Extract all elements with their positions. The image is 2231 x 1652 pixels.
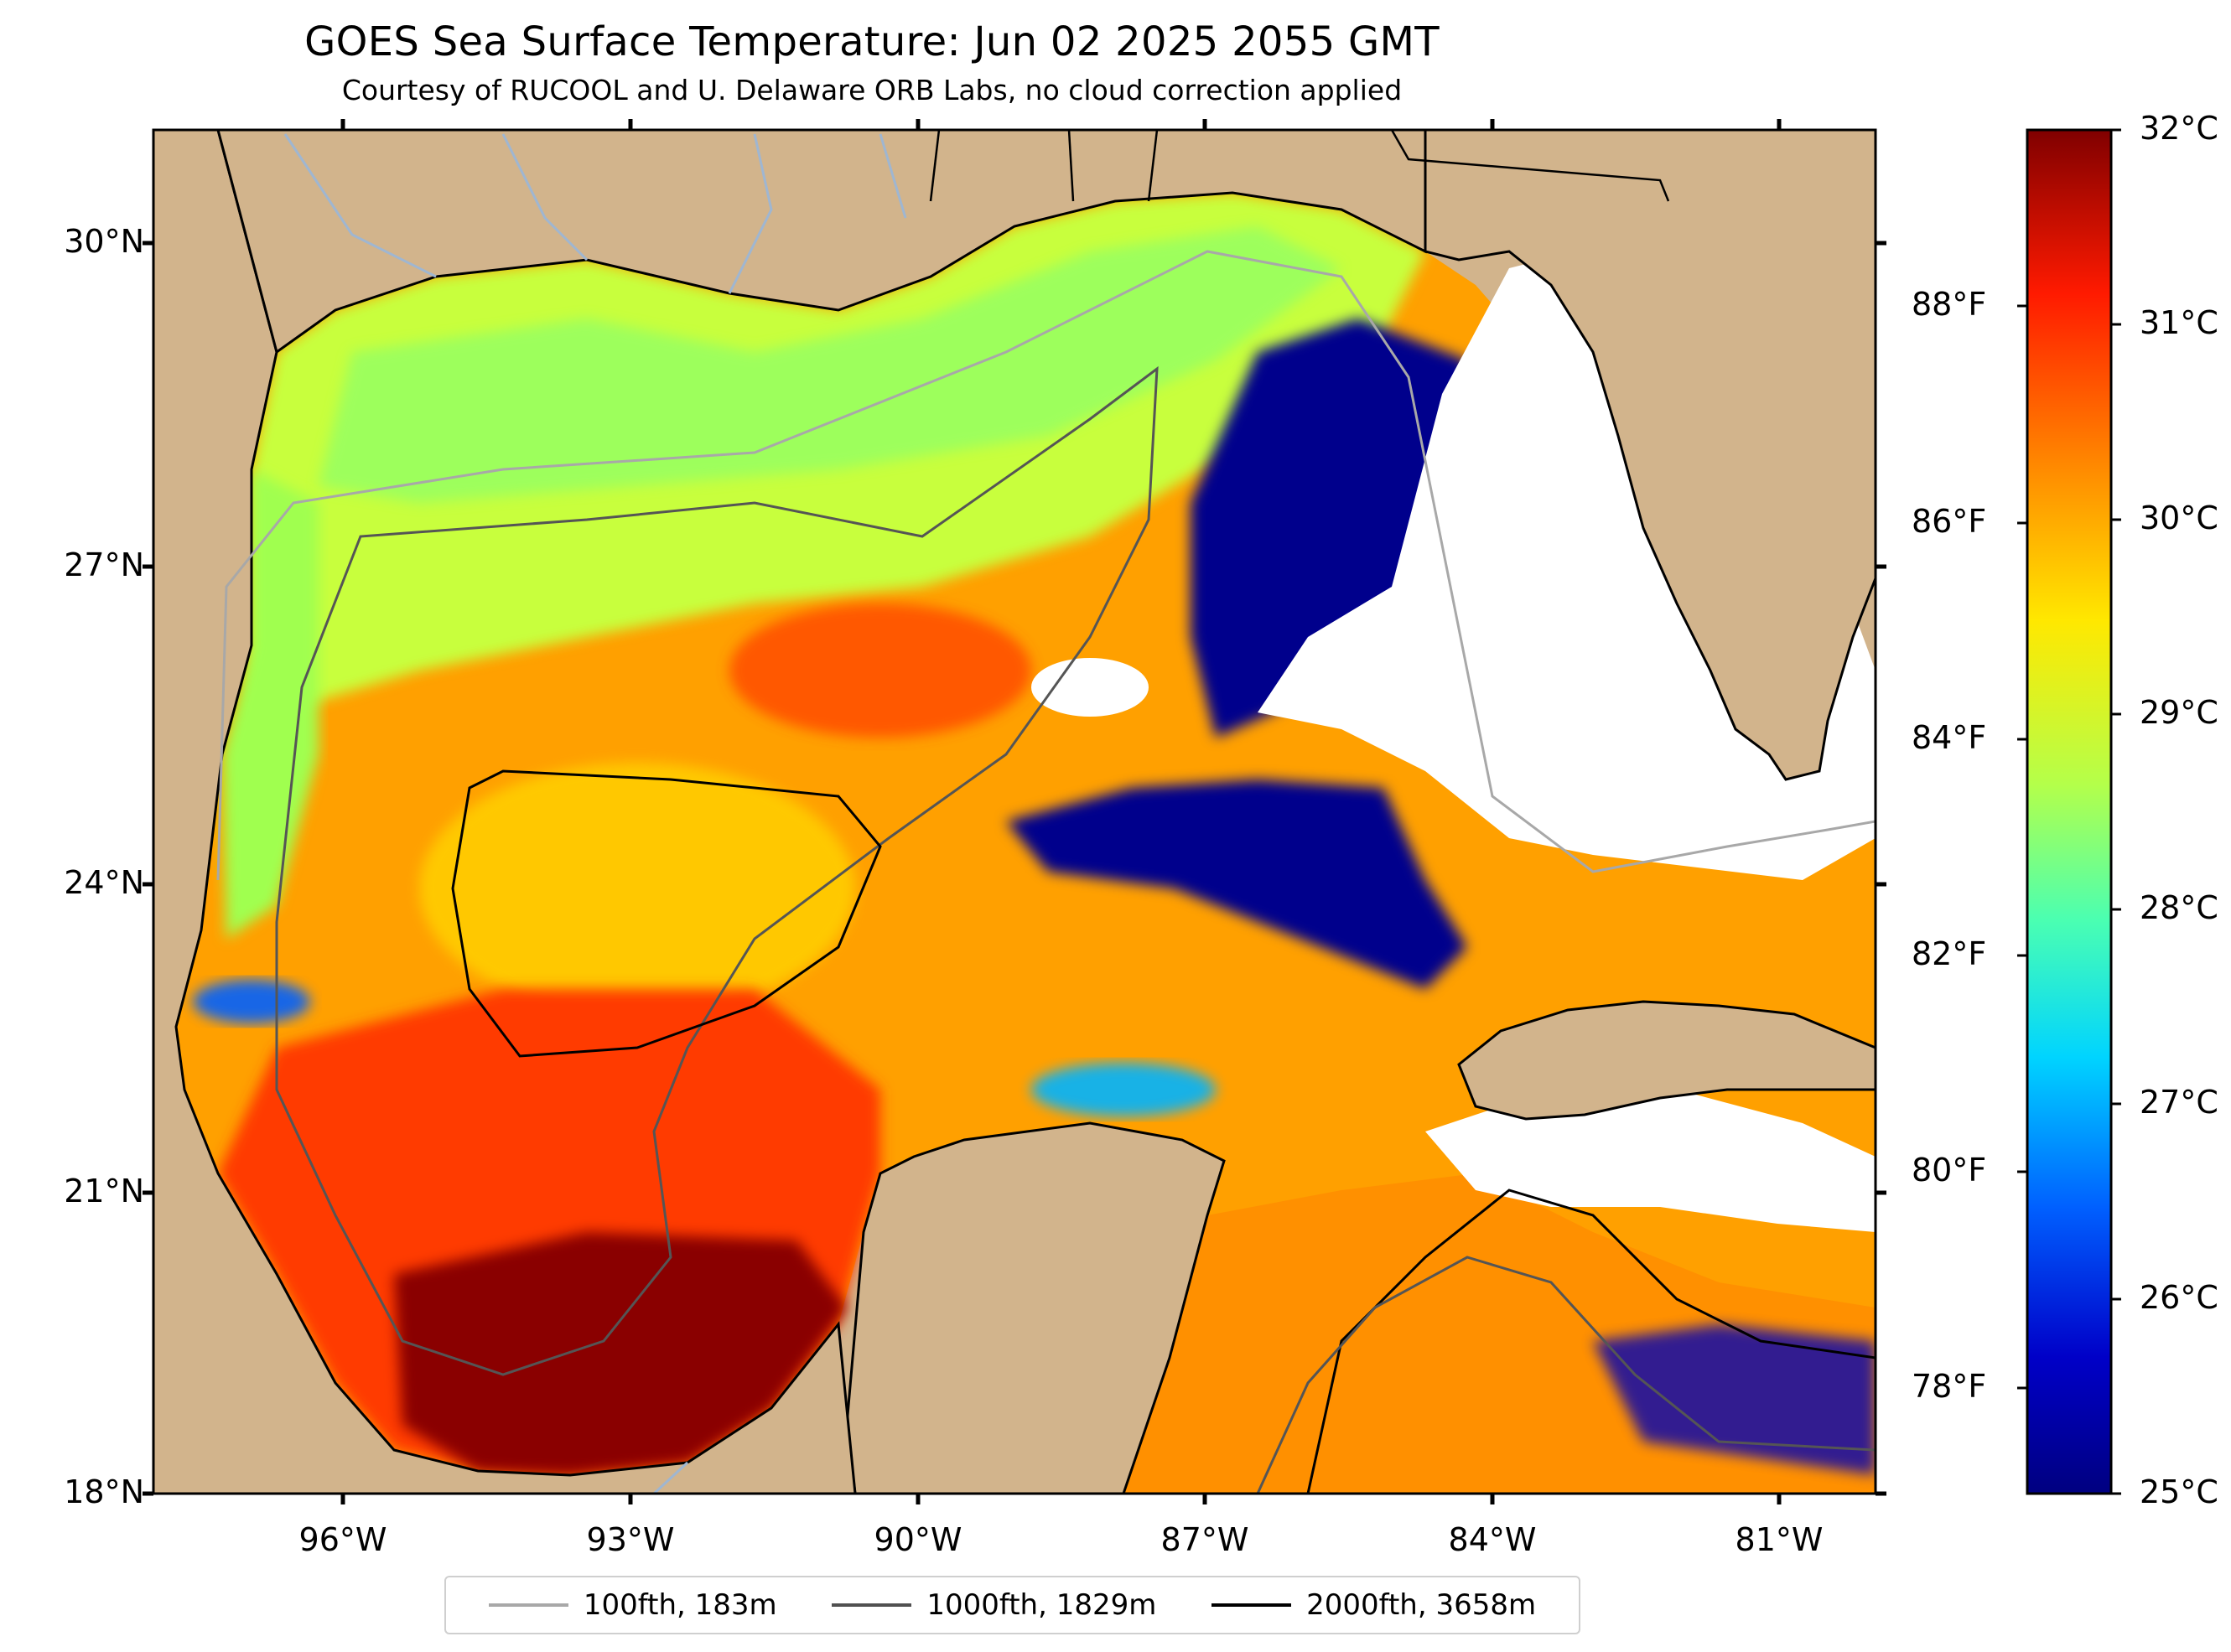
legend-item-100fth: 100fth, 183m: [488, 1588, 777, 1622]
legend-label-2000fth: 2000fth, 3658m: [1306, 1588, 1537, 1622]
lon-label-93w: 93°W: [586, 1521, 675, 1558]
c-label-29: 29°C: [2140, 694, 2218, 731]
lon-label-84w: 84°W: [1448, 1521, 1537, 1558]
legend-label-1000fth: 1000fth, 1829m: [926, 1588, 1157, 1622]
legend-line-100fth: [488, 1603, 568, 1607]
lon-label-90w: 90°W: [874, 1521, 962, 1558]
colorbar: [2026, 128, 2113, 1495]
legend-line-2000fth: [1211, 1603, 1292, 1607]
f-label-84: 84°F: [1912, 719, 1987, 756]
c-label-25: 25°C: [2140, 1473, 2218, 1510]
legend-item-1000fth: 1000fth, 1829m: [832, 1588, 1156, 1622]
lat-label-30n: 30°N: [64, 223, 144, 260]
us-coast-land: [153, 130, 1427, 355]
f-label-86: 86°F: [1912, 503, 1987, 540]
c-label-30: 30°C: [2140, 500, 2218, 536]
c-label-26: 26°C: [2140, 1279, 2218, 1316]
lat-label-18n: 18°N: [64, 1473, 144, 1510]
c-label-27: 27°C: [2140, 1084, 2218, 1121]
lon-label-96w: 96°W: [298, 1521, 387, 1558]
map-frame: [152, 128, 1877, 1495]
page-title: GOES Sea Surface Temperature: Jun 02 202…: [304, 18, 1440, 65]
lat-label-24n: 24°N: [64, 864, 144, 901]
legend-label-100fth: 100fth, 183m: [583, 1588, 777, 1622]
florida-land: [1424, 130, 1876, 781]
legend-line-1000fth: [832, 1603, 912, 1607]
lat-label-27n: 27°N: [64, 546, 144, 583]
f-label-80: 80°F: [1912, 1152, 1987, 1189]
lat-label-21n: 21°N: [64, 1173, 144, 1209]
c-label-31: 31°C: [2140, 304, 2218, 341]
f-label-82: 82°F: [1912, 935, 1987, 972]
lon-label-87w: 87°W: [1160, 1521, 1249, 1558]
legend-item-2000fth: 2000fth, 3658m: [1211, 1588, 1536, 1622]
lon-label-81w: 81°W: [1735, 1521, 1824, 1558]
mexico-land: [153, 130, 857, 1494]
cuba-land: [1457, 1000, 1876, 1121]
f-label-88: 88°F: [1912, 286, 1987, 323]
state-borders: [929, 130, 1670, 202]
f-label-78: 78°F: [1912, 1368, 1987, 1405]
colorbar-ticks: [2017, 128, 2121, 1495]
c-label-28: 28°C: [2140, 889, 2218, 926]
c-label-32: 32°C: [2140, 110, 2218, 147]
axis-ticks: [143, 119, 1886, 1504]
bathymetry-contours: [216, 250, 1876, 1494]
rivers: [283, 133, 907, 1494]
page-subtitle: Courtesy of RUCOOL and U. Delaware ORB L…: [341, 74, 1403, 106]
yucatan-land: [845, 1121, 1226, 1494]
contour-legend: 100fth, 183m 1000fth, 1829m 2000fth, 365…: [444, 1576, 1580, 1634]
